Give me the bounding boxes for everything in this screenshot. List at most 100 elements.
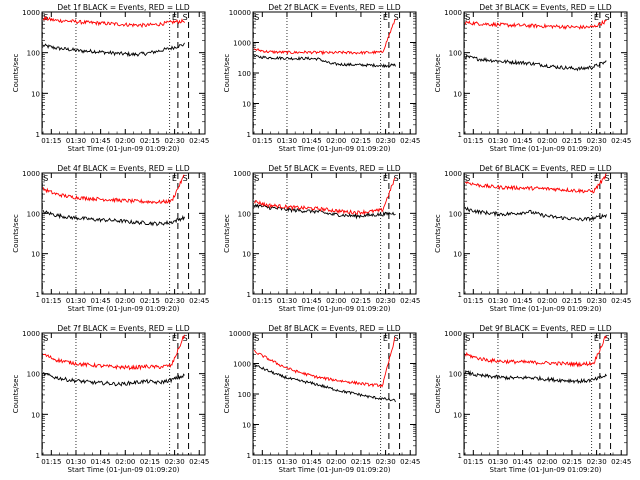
panel-5-marker-S-right: S [394,174,399,183]
panel-9-y-axis-label: Counts/sec [434,375,442,414]
panel-6-marker-S-left: S [465,174,470,183]
panel-6-y-tick-label: 1000 [444,170,462,178]
panel-3-title: Det 3f BLACK = Events, RED = LLD [479,3,612,12]
panel-9-series-black-line [464,369,607,385]
panel-2-x-tick-label: 02:15 [351,137,371,145]
panel-3-x-tick-label: 01:30 [488,137,508,145]
panel-4-x-tick-label: 02:45 [189,297,209,305]
panel-2-x-tick-label: 01:15 [252,137,272,145]
panel-7-y-tick-label: 1000 [22,330,40,338]
panel-3-marker-E: E [594,13,599,22]
panel-1-title: Det 1f BLACK = Events, RED = LLD [57,3,190,12]
panel-8-title: Det 8f BLACK = Events, RED = LLD [268,324,401,333]
panel-9-y-tick-label: 10 [453,411,462,419]
panel-8-series-red-line [253,336,396,388]
panel-9-x-tick-label: 01:45 [513,458,533,466]
panel-8-x-tick-label: 02:30 [375,458,395,466]
panel-1-series-black-line [42,42,185,58]
panel-1-y-tick-label: 100 [27,50,40,58]
panel-7-x-tick-label: 02:45 [189,458,209,466]
panel-8-marker-S-right: S [394,334,399,343]
panel-2-frame [252,11,417,135]
panel-4-x-tick-label: 02:30 [164,297,184,305]
panel-5-marker-E: E [383,174,388,183]
panel-3-x-axis-label: Start Time (01-Jun-09 01:09:20) [490,145,602,153]
panel-5-x-tick-label: 02:15 [351,297,371,305]
panel-7-series-red-line [43,334,185,371]
panel-8-y-tick-label: 10000 [229,330,251,338]
panel-1-x-tick-label: 02:45 [189,137,209,145]
panel-7-x-tick-label: 02:00 [115,458,135,466]
panel-8-series-black-line [253,364,396,403]
panel-9-title: Det 9f BLACK = Events, RED = LLD [479,324,612,333]
panel-8-x-tick-label: 02:00 [326,458,346,466]
panel-6-title: Det 6f BLACK = Events, RED = LLD [479,164,612,173]
panel-5-series-red-line [254,177,396,216]
panel-2-x-tick-label: 01:45 [302,137,322,145]
panel-1-frame [41,11,206,135]
panel-2-y-tick-label: 1000 [233,40,251,48]
panel-7-marker-S-left: S [43,334,48,343]
panel-1-x-tick-label: 01:45 [91,137,111,145]
panel-6-x-tick-label: 02:30 [586,297,606,305]
panel-9-x-axis-label: Start Time (01-Jun-09 01:09:20) [490,466,602,474]
panel-9-marker-S-right: S [605,334,610,343]
panel-2-x-tick-label: 01:30 [277,137,297,145]
panel-8-x-axis-label: Start Time (01-Jun-09 01:09:20) [279,466,391,474]
panel-7-y-axis-label: Counts/sec [12,375,20,414]
panel-5-x-tick-label: 02:30 [375,297,395,305]
panel-8-y-tick-label: 10 [242,422,251,430]
panel-3-marker-S-left: S [465,13,470,22]
panel-4-x-axis-label: Start Time (01-Jun-09 01:09:20) [68,305,180,313]
panel-3-series-red-line [464,19,607,30]
panel-2-x-axis-label: Start Time (01-Jun-09 01:09:20) [279,145,391,153]
panel-1-x-tick-label: 02:00 [115,137,135,145]
panel-9-y-tick-label: 1 [458,452,462,460]
panel-2-y-tick-label: 10000 [229,9,251,17]
panel-3-x-tick-label: 02:30 [586,137,606,145]
panel-7-series-black-line [43,372,185,387]
panel-4-y-tick-label: 10 [31,251,40,259]
panel-8-y-tick-label: 1000 [233,361,251,369]
panel-3-series-black-line [464,54,607,72]
panel-7-x-tick-label: 01:45 [91,458,111,466]
panel-6-x-tick-label: 02:45 [611,297,631,305]
panel-1-y-tick-label: 10 [31,90,40,98]
panel-2-marker-E: E [383,13,388,22]
panel-8-x-tick-label: 01:45 [302,458,322,466]
panel-3-marker-S-right: S [605,13,610,22]
panel-5-x-tick-label: 01:30 [277,297,297,305]
panel-8-x-tick-label: 02:45 [400,458,420,466]
panel-1-marker-E: E [172,13,177,22]
panel-1-x-tick-label: 01:15 [41,137,61,145]
panel-7-x-tick-label: 01:15 [41,458,61,466]
panel-5-y-tick-label: 1000 [233,170,251,178]
panel-3-x-tick-label: 02:00 [537,137,557,145]
panel-7-y-tick-label: 10 [31,411,40,419]
panel-5-x-tick-label: 02:00 [326,297,346,305]
panel-4-y-tick-label: 100 [27,210,40,218]
panel-2-marker-S-left: S [254,13,259,22]
panel-9-series-red-line [464,335,607,368]
panel-6-x-tick-label: 01:30 [488,297,508,305]
panel-2-y-tick-label: 10 [242,101,251,109]
panel-7-x-tick-label: 02:30 [164,458,184,466]
panel-9-marker-S-left: S [465,334,470,343]
panel-5-title: Det 5f BLACK = Events, RED = LLD [268,164,401,173]
panel-4-y-tick-label: 1000 [22,170,40,178]
panel-9-y-tick-label: 1000 [444,330,462,338]
panel-8-x-tick-label: 02:15 [351,458,371,466]
panel-6-y-tick-label: 100 [449,210,462,218]
panel-4-x-tick-label: 02:00 [115,297,135,305]
panel-4-x-tick-label: 01:45 [91,297,111,305]
panel-6-y-axis-label: Counts/sec [434,214,442,253]
panel-4-frame [41,172,206,295]
panel-7-marker-S-right: S [183,334,188,343]
panel-2-series-red-line [253,18,396,56]
panel-3-frame [463,11,628,135]
panel-3-y-axis-label: Counts/sec [434,54,442,93]
panel-4-x-tick-label: 01:30 [66,297,86,305]
panel-4-y-axis-label: Counts/sec [12,214,20,253]
panel-1-y-tick-label: 1000 [22,9,40,17]
